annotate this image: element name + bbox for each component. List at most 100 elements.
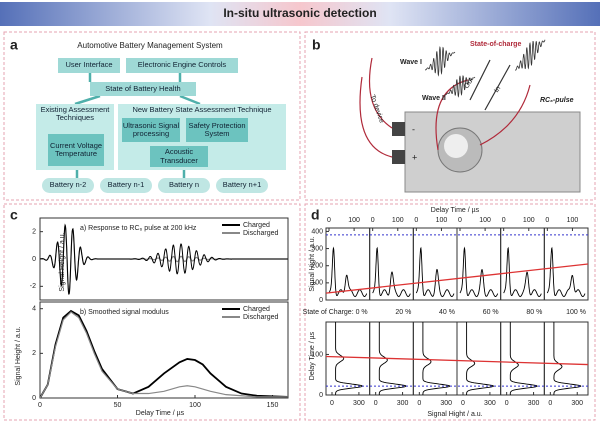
diagram-label: RC₆-pulse	[540, 97, 574, 104]
box: Battery n+1	[216, 178, 268, 193]
state-label: 40 %	[439, 309, 455, 316]
x-tick-label: 300	[528, 400, 540, 407]
waveform	[40, 223, 288, 295]
y-axis-label: Delay Time / µs	[309, 331, 316, 380]
panel-frames	[3, 31, 596, 421]
x-tick-label: 0	[545, 217, 549, 224]
waveform	[503, 246, 542, 298]
plot-caption: a) Response to RC₆ pulse at 200 kHz	[80, 225, 197, 232]
plot-frame	[39, 301, 289, 399]
x-tick-label: 300	[440, 400, 452, 407]
y-tick-label: 400	[311, 228, 323, 235]
x-tick-label: 300	[484, 400, 496, 407]
state-label: 100 %	[566, 309, 586, 316]
x-tick-label: 100	[189, 402, 201, 409]
trend-line	[325, 355, 589, 366]
state-label: State of Charge: 0 %	[303, 309, 368, 316]
y-axis-label: Signal Height / a.u.	[59, 232, 66, 291]
waveform	[466, 322, 495, 395]
legend-label: Charged	[243, 222, 270, 229]
diagram-label: State-of-charge	[470, 41, 521, 48]
x-tick-label: 0	[505, 400, 509, 407]
y-tick-label: 100	[311, 280, 323, 287]
trend-line	[325, 263, 589, 294]
x-tick-label: 0	[327, 217, 331, 224]
legend-label: Discharged	[243, 230, 279, 237]
y-tick-label: 4	[32, 306, 36, 313]
y-tick-label: 0	[319, 392, 323, 399]
box: Battery n-1	[100, 178, 152, 193]
diagram-label: -	[412, 124, 415, 134]
x-axis-label: Delay Time / µs	[136, 410, 185, 417]
x-tick-label: 50	[114, 402, 122, 409]
subplot-frame	[325, 321, 371, 396]
x-tick-label: 100	[567, 217, 579, 224]
x-tick-label: 100	[479, 217, 491, 224]
diagram-label: Wave I	[400, 59, 422, 66]
box: Battery n	[158, 178, 210, 193]
panel-label: a	[10, 37, 18, 53]
panel-title: Automotive Battery Management System	[77, 41, 223, 50]
x-tick-label: 150	[267, 402, 279, 409]
legend-label: Discharged	[243, 314, 279, 321]
x-tick-label: 0	[38, 402, 42, 409]
box: State of Battery Health	[90, 82, 196, 96]
y-tick-label: 300	[311, 245, 323, 252]
x-tick-label: 100	[348, 217, 360, 224]
diagram-label: In	[493, 85, 502, 94]
x-tick-label: 0	[461, 400, 465, 407]
subplot-frame	[500, 321, 545, 396]
y-tick-label: 0	[32, 256, 36, 263]
x-tick-label: 0	[374, 400, 378, 407]
waveform	[328, 246, 368, 298]
waveform	[372, 246, 411, 298]
waveform	[422, 322, 451, 395]
box: Safety Protection System	[186, 118, 248, 142]
state-label: 20 %	[395, 309, 411, 316]
subplot-frame	[543, 321, 589, 396]
x-tick-label: 0	[371, 217, 375, 224]
waveform	[335, 322, 364, 395]
waveform	[459, 246, 499, 298]
x-tick-label: 0	[417, 400, 421, 407]
battery-diagram	[359, 39, 581, 193]
y-axis-label: Signal Height / a.u.	[15, 326, 22, 385]
y-axis-label: Signal Hight / a.u.	[309, 236, 316, 291]
x-tick-label: 300	[397, 400, 409, 407]
box: Electronic Engine Controls	[126, 58, 238, 73]
panel-label: c	[10, 207, 18, 223]
y-tick-label: -2	[30, 283, 36, 290]
diagram-label: +	[412, 152, 417, 162]
x-tick-label: 0	[458, 217, 462, 224]
y-tick-label: 2	[32, 229, 36, 236]
box: Acoustic Transducer	[150, 146, 208, 167]
state-label: 80 %	[526, 309, 542, 316]
box: Ultrasonic Signal processing	[122, 118, 180, 142]
legend-label: Charged	[243, 306, 270, 313]
diagram-label: Wave II	[422, 95, 446, 102]
header-band	[0, 2, 600, 26]
state-label: 60 %	[483, 309, 499, 316]
diagram-label: To device	[368, 94, 385, 124]
waveform	[415, 246, 455, 298]
x-axis-label: Delay Time / µs	[431, 207, 480, 214]
waveform	[546, 246, 586, 298]
panel-label: d	[311, 207, 320, 223]
y-tick-label: 100	[311, 351, 323, 358]
diagram-label: Out	[463, 77, 475, 90]
x-tick-label: 0	[502, 217, 506, 224]
box: Current Voltage Temperature	[48, 134, 104, 166]
waveform	[509, 322, 539, 395]
y-tick-label: 200	[311, 263, 323, 270]
x-tick-label: 100	[436, 217, 448, 224]
x-axis-label: Signal Hight / a.u.	[427, 411, 482, 418]
x-tick-label: 0	[330, 400, 334, 407]
x-tick-label: 0	[548, 400, 552, 407]
x-tick-label: 0	[414, 217, 418, 224]
y-tick-label: 0	[319, 297, 323, 304]
waveform	[553, 322, 582, 395]
y-tick-label: 0	[32, 395, 36, 402]
plot-caption: b) Smoothed signal modulus	[80, 309, 169, 316]
